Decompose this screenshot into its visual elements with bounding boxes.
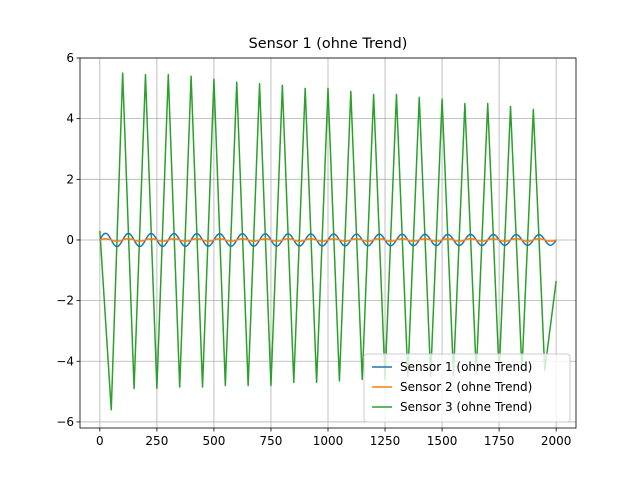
x-tick-label: 0 — [96, 434, 104, 448]
legend-label: Sensor 2 (ohne Trend) — [400, 380, 532, 394]
y-tick-label: 0 — [66, 233, 74, 247]
x-tick-label: 1000 — [313, 434, 344, 448]
y-tick-label: 6 — [66, 51, 74, 65]
legend-box — [363, 353, 571, 423]
x-tick-label: 2000 — [541, 434, 572, 448]
chart-title: Sensor 1 (ohne Trend) — [249, 36, 408, 52]
y-tick-label: 2 — [66, 172, 74, 186]
y-tick-label: −4 — [56, 354, 74, 368]
series-layer — [99, 72, 557, 411]
y-tick-label: −6 — [56, 415, 74, 429]
x-tick-label: 250 — [145, 434, 168, 448]
legend-label: Sensor 3 (ohne Trend) — [400, 400, 532, 414]
series-line-sensor-2 — [99, 238, 557, 242]
x-tick-label: 1500 — [427, 434, 458, 448]
y-tick-label: −2 — [56, 294, 74, 308]
x-tick-label: 1250 — [370, 434, 401, 448]
legend-label: Sensor 1 (ohne Trend) — [400, 360, 532, 374]
x-tick-label: 1750 — [484, 434, 515, 448]
series-line-sensor-3 — [99, 72, 557, 411]
y-tick-label: 4 — [66, 112, 74, 126]
legend: Sensor 1 (ohne Trend) Sensor 2 (ohne Tren… — [363, 353, 571, 423]
x-tick-label: 500 — [202, 434, 225, 448]
ticks: 0 250 500 750 1000 1250 1500 1750 2000 −6 −4 −2 0 2 4 6 — [56, 51, 571, 448]
x-tick-label: 750 — [260, 434, 283, 448]
